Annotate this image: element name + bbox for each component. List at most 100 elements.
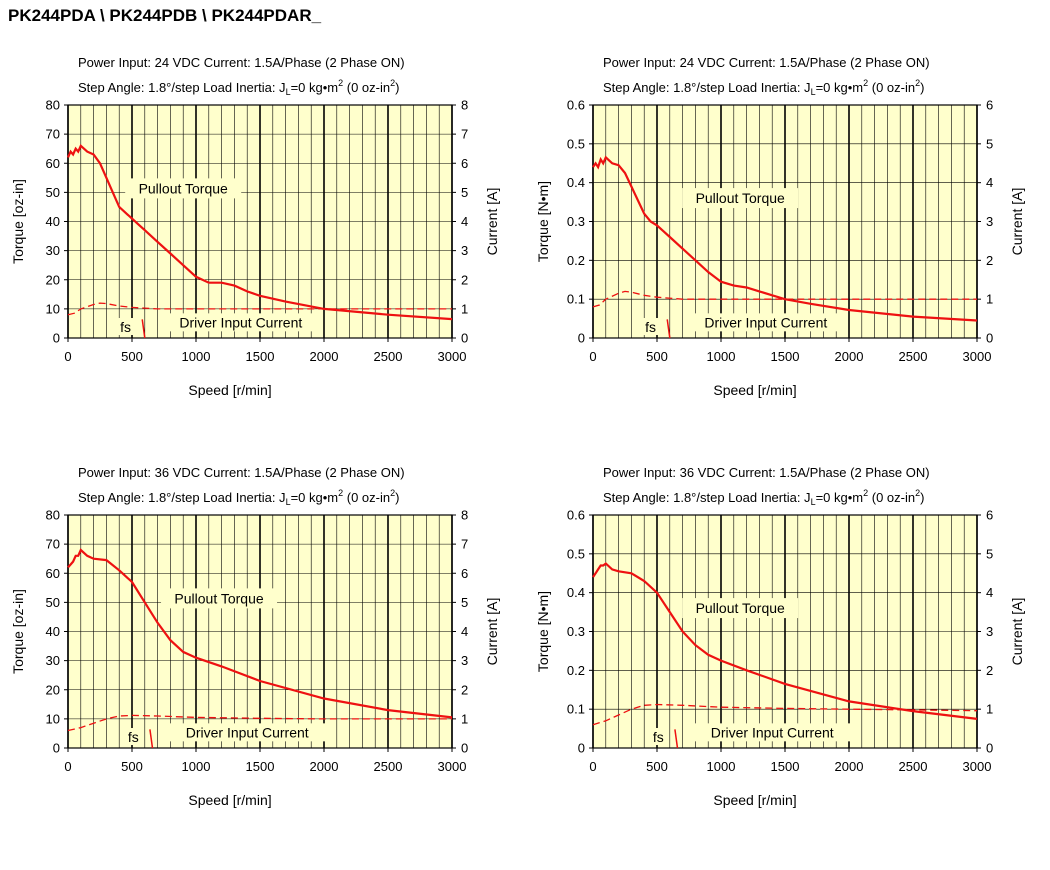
annotation-fs-label: fs <box>128 729 139 745</box>
annotation-fs: fs <box>113 318 146 339</box>
y-tick-label-right: 0 <box>461 741 468 756</box>
y-tick-label-left: 20 <box>46 272 60 287</box>
x-tick-label: 0 <box>589 349 596 364</box>
chart-panel-36vdc-n-m: Power Input: 36 VDC Current: 1.5A/Phase … <box>525 455 1050 870</box>
annotation-driver-input-current: Driver Input Current <box>687 313 844 332</box>
annotation-box <box>682 188 799 209</box>
y-tick-label-right: 0 <box>986 331 993 346</box>
y-tick-label-left: 0.5 <box>567 546 585 561</box>
y-tick-label-left: 0 <box>578 331 585 346</box>
annotation-pullout-torque: Pullout Torque <box>161 588 278 609</box>
y-tick-label-left: 60 <box>46 566 60 581</box>
annotation-box <box>682 598 799 619</box>
y-tick-label-left: 0.2 <box>567 663 585 678</box>
chart-svg: Power Input: 36 VDC Current: 1.5A/Phase … <box>535 465 1025 808</box>
annotation-box <box>162 313 319 332</box>
series-driver-input-current <box>592 290 977 308</box>
y-tick-label-right: 7 <box>461 127 468 142</box>
y-tick-label-left: 0.1 <box>567 292 585 307</box>
y-tick-label-right: 1 <box>461 711 468 726</box>
y-tick-label-right: 1 <box>986 292 993 307</box>
y-tick-label-right: 6 <box>461 156 468 171</box>
x-tick-label: 3000 <box>438 759 467 774</box>
annotation-pullout-torque: Pullout Torque <box>682 188 799 209</box>
y-tick-label-left: 80 <box>46 508 60 523</box>
x-tick-label: 2500 <box>899 759 928 774</box>
y-tick-label-right: 5 <box>986 546 993 561</box>
y-tick-label-left: 0.5 <box>567 136 585 151</box>
x-tick-label: 2000 <box>835 759 864 774</box>
y-tick-label-left: 0 <box>53 741 60 756</box>
series-driver-input-current <box>67 714 452 732</box>
x-axis-label: Speed [r/min] <box>713 382 796 398</box>
series-driver-input-current <box>592 703 978 726</box>
fs-marker-line <box>674 729 679 749</box>
annotation-fs-label: fs <box>645 319 656 335</box>
y-tick-label-right: 8 <box>461 508 468 523</box>
x-axis-label: Speed [r/min] <box>188 792 271 808</box>
y-tick-label-right: 3 <box>986 214 993 229</box>
x-tick-label: 1000 <box>182 349 211 364</box>
x-tick-label: 0 <box>589 759 596 774</box>
y-tick-label-right: 4 <box>986 585 993 600</box>
chart-header-line1: Power Input: 24 VDC Current: 1.5A/Phase … <box>78 55 405 70</box>
y-axis-label-left: Torque [oz-in] <box>10 589 26 674</box>
y-axis-label-right: Current [A] <box>484 598 500 666</box>
y-tick-label-right: 4 <box>461 624 468 639</box>
y-tick-label-right: 5 <box>461 595 468 610</box>
annotation-box <box>121 728 144 746</box>
chart-svg: Power Input: 24 VDC Current: 1.5A/Phase … <box>535 55 1025 398</box>
y-tick-label-right: 2 <box>986 663 993 678</box>
x-tick-label: 3000 <box>963 759 992 774</box>
x-tick-label: 1500 <box>771 349 800 364</box>
annotation-fs-label: fs <box>653 729 664 745</box>
fs-marker-line <box>141 319 146 339</box>
y-tick-label-left: 0 <box>53 331 60 346</box>
chart-svg: Power Input: 36 VDC Current: 1.5A/Phase … <box>10 465 500 808</box>
x-tick-label: 1500 <box>771 759 800 774</box>
annotation-pullout-torque: Pullout Torque <box>125 178 242 199</box>
fs-marker-line <box>666 319 671 339</box>
y-tick-label-right: 8 <box>461 98 468 113</box>
y-tick-label-right: 5 <box>461 185 468 200</box>
x-tick-label: 2000 <box>310 759 339 774</box>
chart-header-line2: Step Angle: 1.8°/step Load Inertia: JL=0… <box>78 78 399 97</box>
annotation-box <box>125 178 242 199</box>
x-axis-label: Speed [r/min] <box>713 792 796 808</box>
page-title: PK244PDA \ PK244PDB \ PK244PDAR_ <box>8 6 322 25</box>
y-tick-label-left: 40 <box>46 624 60 639</box>
annotation-driver-input-current: Driver Input Current <box>694 723 851 742</box>
y-tick-label-right: 6 <box>461 566 468 581</box>
x-tick-label: 1000 <box>707 349 736 364</box>
y-tick-label-left: 30 <box>46 653 60 668</box>
x-tick-label: 2000 <box>310 349 339 364</box>
y-tick-label-left: 70 <box>46 127 60 142</box>
x-tick-label: 500 <box>646 349 668 364</box>
y-tick-label-left: 60 <box>46 156 60 171</box>
x-tick-label: 3000 <box>963 349 992 364</box>
annotation-box <box>694 723 851 742</box>
y-axis-label-left: Torque [oz-in] <box>10 179 26 264</box>
annotation-box <box>169 723 326 742</box>
x-tick-label: 500 <box>646 759 668 774</box>
y-tick-label-left: 0.4 <box>567 175 585 190</box>
x-tick-label: 1500 <box>246 759 275 774</box>
y-tick-label-right: 0 <box>986 741 993 756</box>
y-tick-label-right: 3 <box>986 624 993 639</box>
annotation-current-label: Driver Input Current <box>704 314 827 330</box>
y-tick-label-right: 7 <box>461 537 468 552</box>
series-pullout-torque <box>592 562 978 720</box>
chart-panel-36vdc-oz-in: Power Input: 36 VDC Current: 1.5A/Phase … <box>0 455 525 870</box>
y-tick-label-right: 4 <box>986 175 993 190</box>
x-tick-label: 2500 <box>374 759 403 774</box>
y-tick-label-right: 1 <box>461 301 468 316</box>
y-tick-label-left: 0.6 <box>567 508 585 523</box>
y-tick-label-left: 20 <box>46 682 60 697</box>
annotation-driver-input-current: Driver Input Current <box>169 723 326 742</box>
chart-header-line2: Step Angle: 1.8°/step Load Inertia: JL=0… <box>78 488 399 507</box>
series-driver-input-current <box>67 302 452 316</box>
y-tick-label-left: 0.3 <box>567 214 585 229</box>
x-tick-label: 3000 <box>438 349 467 364</box>
y-tick-label-left: 40 <box>46 214 60 229</box>
annotation-pullout-torque: Pullout Torque <box>682 598 799 619</box>
